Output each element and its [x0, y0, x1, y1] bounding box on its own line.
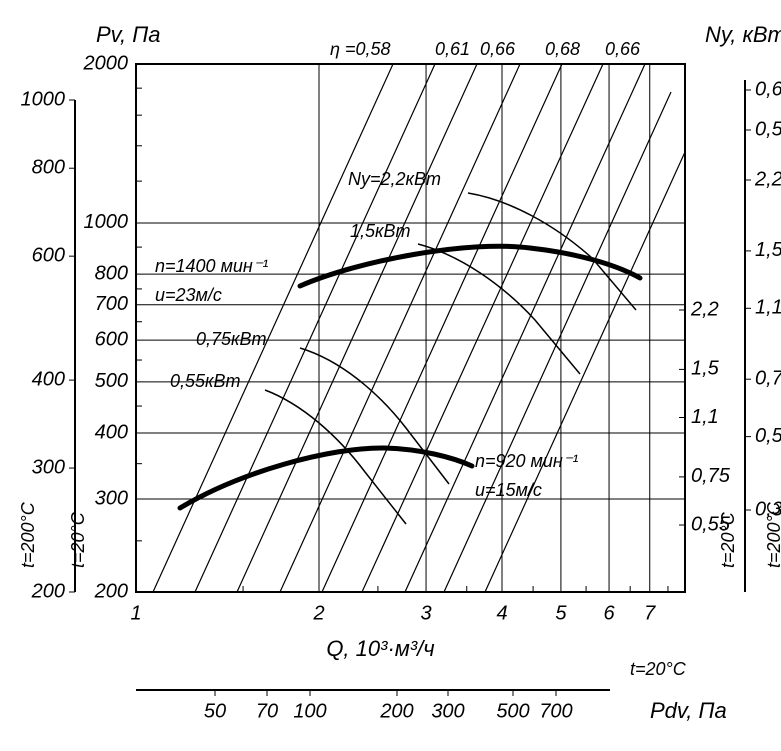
pdv-tick: 70 [256, 700, 278, 722]
power-label: 0,75кВт [196, 329, 267, 349]
ny-outer-tick: 1,5 [755, 239, 781, 261]
power-label: 1,5кВт [350, 221, 411, 241]
eta-label: 0,66 [480, 39, 516, 59]
eta-label: 0,66 [605, 39, 641, 59]
pdv-tick: 700 [539, 700, 572, 722]
pv-tick: 300 [95, 487, 128, 509]
pv-outer-tick: 800 [32, 156, 65, 178]
eta-iso-line [362, 64, 603, 592]
ny-outer-top: 0,58 [755, 118, 781, 140]
pv-tick: 200 [94, 580, 128, 602]
ny-inner-tick: 0,75 [691, 465, 731, 487]
pv-tick: 400 [95, 421, 128, 443]
t20-pdv: t=20°C [630, 659, 687, 679]
pdv-tick: 100 [293, 700, 326, 722]
x-tick: 5 [555, 602, 567, 624]
power-label: Ny=2,2кВт [348, 169, 441, 189]
ny-inner-tick: 1,1 [691, 406, 719, 428]
x-tick: 1 [130, 602, 141, 624]
eta-iso-line [280, 64, 520, 592]
ny-outer-tick: 0,55 [755, 425, 781, 447]
eta-iso-line [322, 64, 562, 592]
eta-label: η =0,58 [330, 39, 391, 59]
x-tick: 3 [420, 602, 431, 624]
ny-title: Ny, кВт [705, 22, 781, 47]
fan-label: n=1400 мин⁻¹ [155, 256, 268, 276]
fan-label: u=15м/с [475, 480, 542, 500]
ny-outer-top: 0,61 [755, 78, 781, 100]
x-tick: 2 [312, 602, 324, 624]
fan-label: n=920 мин⁻¹ [475, 451, 578, 471]
t20-right: t=20°C [718, 511, 738, 568]
ny-inner-tick: 2,2 [690, 298, 719, 320]
pv-tick: 800 [95, 262, 128, 284]
pv-outer-tick: 200 [31, 580, 65, 602]
power-curve [300, 348, 449, 484]
pv-title: Pv, Па [96, 22, 160, 47]
pv-tick: 600 [95, 328, 128, 350]
x-tick: 6 [603, 602, 615, 624]
ny-outer-tick: 1,1 [755, 297, 781, 319]
power-curve [418, 244, 580, 374]
pdv-tick: 300 [431, 700, 464, 722]
eta-iso-line [485, 152, 685, 592]
eta-label: 0,68 [545, 39, 580, 59]
pv-outer-tick: 300 [32, 456, 65, 478]
x-tick: 7 [644, 602, 656, 624]
pv-outer-tick: 400 [32, 368, 65, 390]
ny-outer-tick: 0,75 [755, 367, 781, 389]
t200-right: t=200°C [764, 501, 781, 568]
fan-performance-chart: 1 2 3 4 5 6 7 200 300 400 500 600 700 800 1000 2000 η =0… [0, 0, 781, 751]
eta-iso-line [444, 92, 671, 592]
q-title: Q, 10³·м³/ч [326, 636, 434, 661]
pdv-title: Pdv, Па [650, 698, 727, 723]
t200-left: t=200°C [18, 501, 38, 568]
pv-outer-tick: 600 [32, 244, 65, 266]
pdv-tick: 200 [379, 700, 413, 722]
t20-left: t=20°C [68, 511, 88, 568]
pv-tick: 2000 [83, 52, 129, 74]
pdv-tick: 500 [496, 700, 529, 722]
x-tick: 4 [496, 602, 507, 624]
pv-tick: 500 [95, 370, 128, 392]
fan-label: u=23м/с [155, 285, 222, 305]
ny-outer-tick: 2,2 [754, 168, 781, 190]
power-curve [265, 390, 406, 524]
eta-label: 0,61 [435, 39, 470, 59]
pv-tick: 1000 [84, 211, 129, 233]
power-label: 0,55кВт [170, 371, 241, 391]
ny-inner-tick: 1,5 [691, 358, 720, 380]
pv-tick: 700 [95, 293, 128, 315]
pv-outer-tick: 1000 [21, 88, 66, 110]
pdv-tick: 50 [204, 700, 226, 722]
